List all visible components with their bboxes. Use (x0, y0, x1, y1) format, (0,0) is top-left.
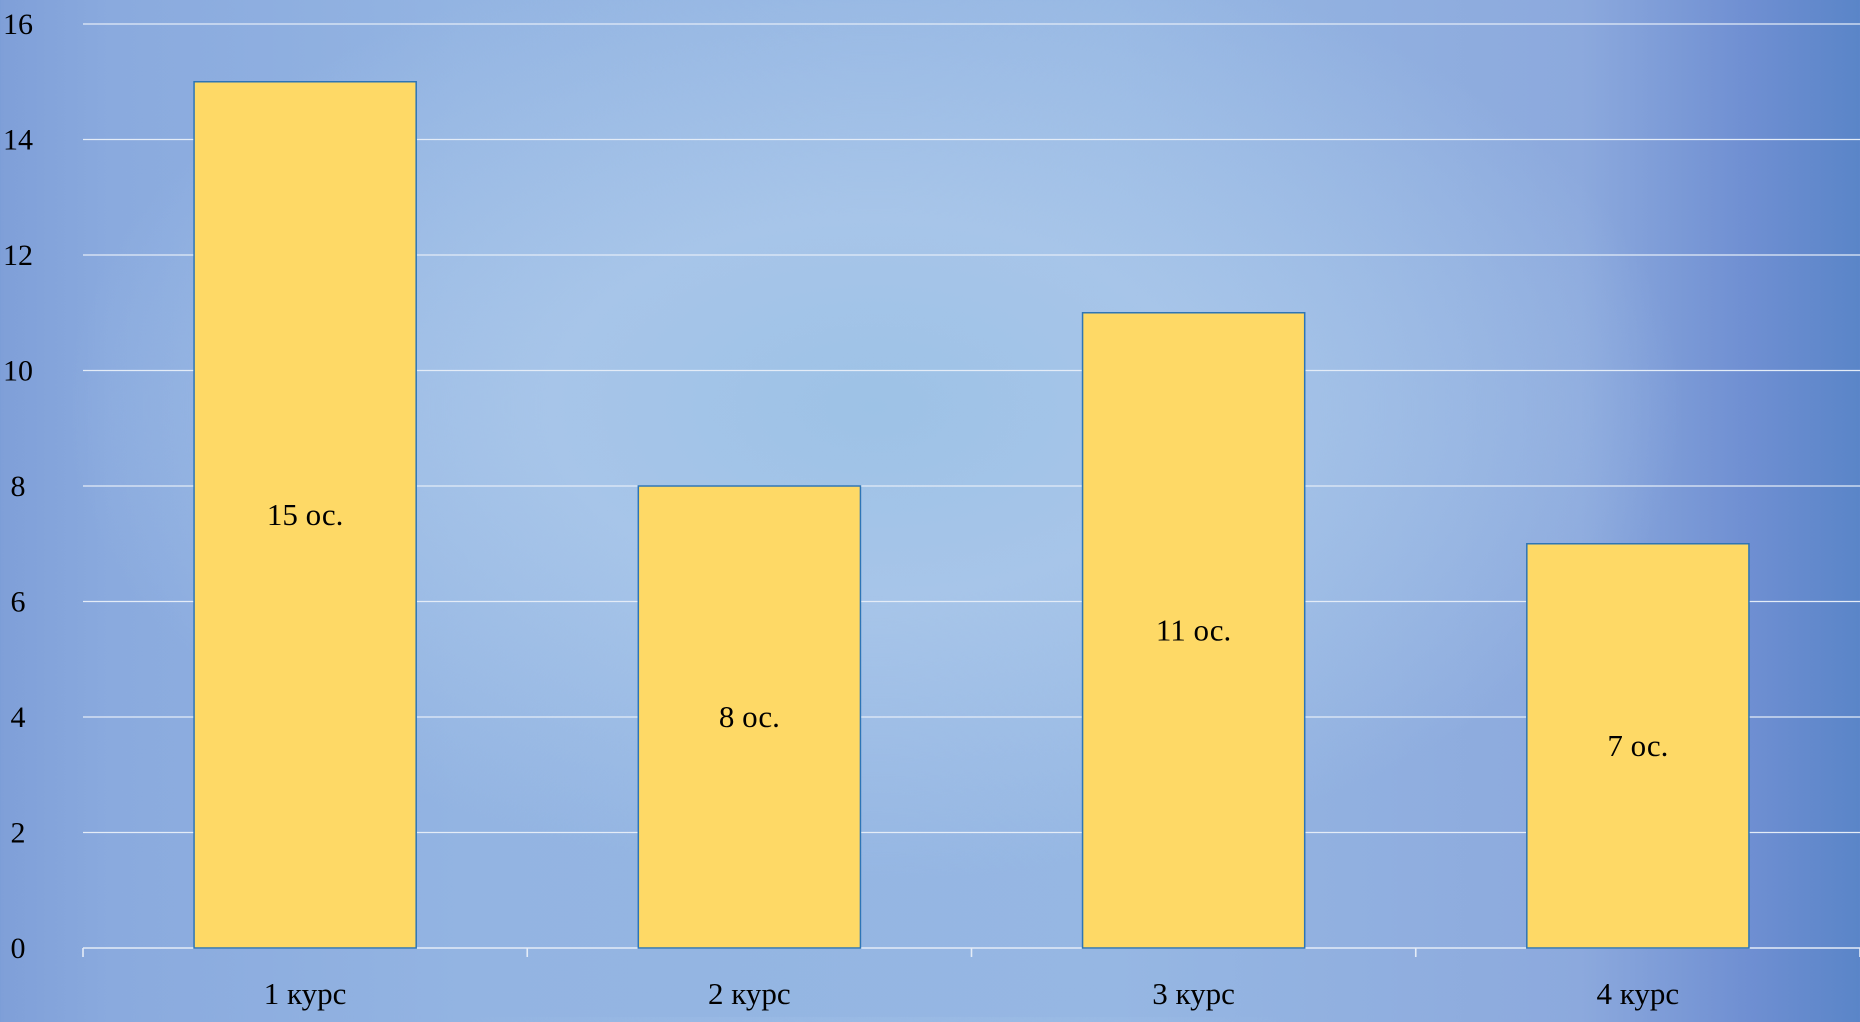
x-axis-tick-labels: 1 курс 2 курс 3 курс 4 курс (264, 976, 1679, 1011)
data-label: 8 ос. (719, 699, 780, 734)
y-tick-label: 0 (11, 932, 26, 965)
x-tick-label: 4 курс (1597, 976, 1680, 1011)
y-tick-label: 10 (3, 355, 33, 388)
data-label: 11 ос. (1156, 612, 1231, 647)
bar (1526, 543, 1750, 949)
y-tick-label: 16 (3, 8, 33, 41)
bar (1081, 312, 1306, 949)
x-tick-label: 2 курс (708, 976, 791, 1011)
y-tick-label: 6 (11, 586, 26, 619)
bar (193, 81, 417, 949)
y-tick-label: 14 (3, 124, 33, 157)
x-tick-label: 3 курс (1152, 976, 1235, 1011)
y-tick-label: 8 (11, 470, 26, 503)
data-label: 15 ос. (267, 497, 344, 532)
y-tick-label: 2 (11, 817, 26, 850)
y-axis-tick-labels: 0 2 4 6 8 10 12 14 16 (3, 8, 33, 965)
data-labels: 15 ос. 8 ос. 11 ос. 7 ос. (267, 497, 1669, 763)
y-tick-label: 12 (3, 239, 33, 272)
x-axis (82, 947, 1860, 957)
data-label: 7 ос. (1607, 728, 1668, 763)
y-tick-label: 4 (11, 701, 26, 734)
bars (193, 81, 1750, 949)
x-tick-label: 1 курс (264, 976, 347, 1011)
bar (637, 485, 862, 949)
